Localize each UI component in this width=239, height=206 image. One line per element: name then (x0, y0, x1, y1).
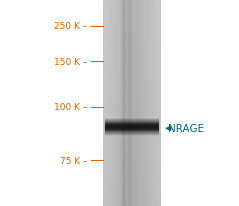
Text: 250 K –: 250 K – (54, 22, 87, 31)
Text: NRAGE: NRAGE (168, 124, 205, 134)
Text: 75 K –: 75 K – (60, 156, 87, 165)
Text: 100 K –: 100 K – (54, 103, 87, 112)
Text: 150 K –: 150 K – (54, 57, 87, 66)
